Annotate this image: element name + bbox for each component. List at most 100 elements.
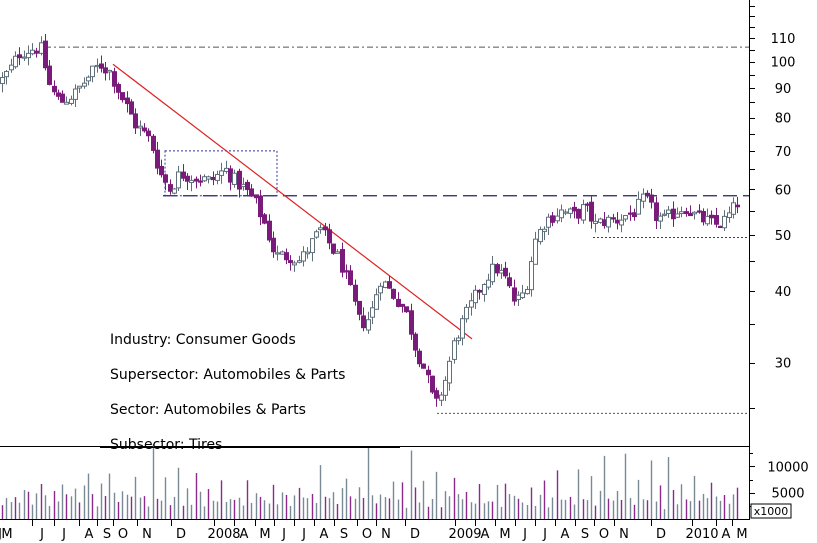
box-2008 — [164, 150, 278, 197]
candle-body — [344, 270, 349, 273]
candle-body — [606, 216, 611, 228]
candle-body — [138, 125, 143, 129]
candle-body — [189, 179, 194, 184]
x-tick-label: O — [362, 527, 372, 542]
candle-body — [120, 92, 125, 101]
candle-body — [727, 212, 732, 219]
price-panel-frame — [0, 0, 749, 447]
x-tick-label: N — [619, 527, 629, 542]
candle-body — [525, 288, 530, 295]
candlestick-series — [0, 34, 740, 407]
candle-body — [615, 219, 620, 224]
x-tick-label: A — [722, 527, 731, 542]
candle-body — [151, 135, 156, 151]
candle-body — [99, 63, 104, 69]
volume-tick-label: 5000 — [771, 487, 804, 502]
candle-body — [237, 170, 242, 190]
candle-body — [619, 219, 624, 226]
candle-body — [224, 167, 229, 172]
candle-body — [546, 216, 551, 228]
x-tick-label: S — [340, 527, 348, 542]
x-tick-label: J — [281, 527, 286, 542]
candle-body — [275, 252, 280, 255]
candle-body — [602, 219, 607, 227]
candle-body — [430, 375, 435, 393]
volume-series — [1, 444, 739, 519]
candle-body — [26, 52, 31, 59]
candle-body — [387, 281, 392, 289]
candle-body — [421, 363, 426, 369]
x-tick-label: O — [599, 527, 609, 542]
candle-body — [172, 188, 177, 194]
candle-body — [718, 225, 723, 229]
volume-axis-ticks: 10000 5000 — [749, 453, 809, 507]
x-tick-label: J — [0, 527, 2, 542]
candle-body — [258, 195, 263, 218]
candle-body — [409, 310, 414, 335]
volume-unit-label: x1000 — [750, 503, 792, 519]
x-tick-label: A — [240, 527, 249, 542]
candle-body — [129, 101, 134, 115]
candle-body — [241, 183, 246, 188]
x-tick-label: A — [320, 527, 329, 542]
candle-body — [400, 303, 405, 307]
candle-body — [495, 264, 500, 274]
candle-body — [705, 215, 710, 225]
candle-body — [507, 277, 512, 287]
candle-body — [391, 288, 396, 299]
candle-body — [709, 214, 714, 219]
candle-body — [327, 229, 332, 244]
candle-body — [90, 65, 95, 78]
candle-body — [267, 220, 272, 241]
candle-body — [0, 77, 5, 85]
candle-body — [331, 243, 336, 254]
x-tick-label: S — [581, 527, 589, 542]
candle-body — [378, 285, 383, 294]
candle-body — [559, 209, 564, 219]
candle-body — [636, 198, 641, 215]
candle-body — [125, 97, 130, 105]
price-tick-label: 30 — [775, 357, 792, 372]
candle-body — [555, 215, 560, 222]
annotation-text: Industry: Consumer Goods Supersector: Aut… — [100, 332, 400, 453]
candle-body — [692, 211, 697, 215]
price-tick-label: 100 — [771, 56, 796, 71]
x-tick-label: N — [381, 527, 391, 542]
x-tick-label: J — [542, 527, 547, 542]
candle-body — [675, 213, 680, 218]
candle-body — [39, 42, 44, 54]
candle-body — [512, 287, 517, 302]
candle-body — [271, 237, 276, 253]
candle-body — [628, 212, 633, 215]
candle-body — [370, 307, 375, 318]
price-tick-label: 50 — [775, 229, 792, 244]
x-tick-label: M — [1, 527, 12, 542]
price-tick-label: 110 — [771, 32, 796, 47]
price-tick-label: 80 — [775, 112, 792, 127]
x-tick-label: N — [142, 527, 152, 542]
candle-body — [73, 88, 78, 100]
candle-body — [69, 98, 74, 104]
x-tick-label: A — [85, 527, 94, 542]
candle-body — [17, 54, 22, 59]
candle-body — [211, 176, 216, 181]
candle-body — [301, 251, 306, 262]
candle-body — [280, 251, 285, 255]
candle-body — [499, 269, 504, 274]
candle-body — [168, 184, 173, 192]
price-tick-label: 60 — [775, 183, 792, 198]
candle-body — [688, 212, 693, 217]
candle-body — [731, 202, 736, 215]
candle-body — [292, 262, 297, 266]
candle-body — [181, 171, 186, 179]
candle-body — [671, 208, 676, 220]
candle-body — [159, 165, 164, 176]
annotation-line: Subsector: Tires — [110, 437, 222, 453]
candle-body — [34, 50, 39, 54]
x-tick-label: J — [39, 527, 44, 542]
candle-body — [456, 337, 461, 342]
candle-body — [340, 249, 345, 273]
x-tick-label: J — [301, 527, 306, 542]
candle-body — [60, 93, 65, 103]
